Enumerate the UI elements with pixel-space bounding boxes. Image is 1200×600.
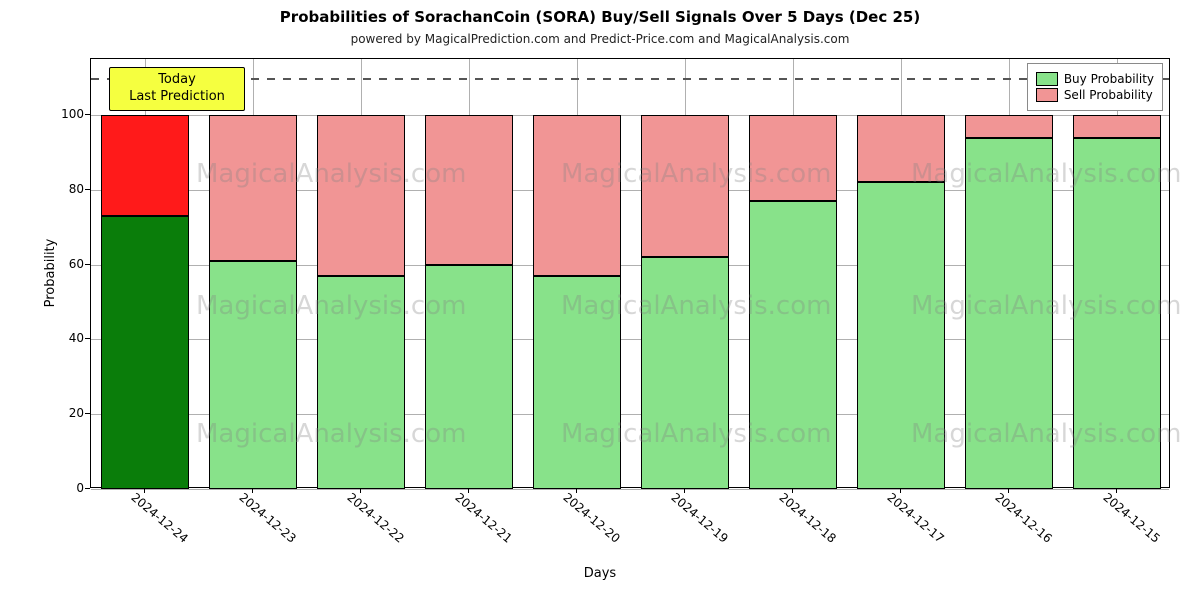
sell-bar: [209, 115, 298, 261]
bar-group: [101, 59, 190, 487]
buy-bar: [209, 261, 298, 489]
chart-subtitle: powered by MagicalPrediction.com and Pre…: [0, 32, 1200, 46]
bar-group: [533, 59, 622, 487]
x-tick-label: 2024-12-24: [128, 490, 190, 546]
bar-group: [1073, 59, 1162, 487]
x-tick-label: 2024-12-23: [236, 490, 298, 546]
buy-bar: [749, 201, 838, 489]
y-tick-mark: [85, 488, 90, 489]
buy-bar: [317, 276, 406, 489]
y-axis-label: Probability: [43, 239, 58, 308]
sell-bar: [749, 115, 838, 201]
bar-group: [857, 59, 946, 487]
x-tick-mark: [468, 488, 469, 493]
bar-group: [749, 59, 838, 487]
x-tick-mark: [252, 488, 253, 493]
chart-title: Probabilities of SorachanCoin (SORA) Buy…: [0, 8, 1200, 26]
y-tick-mark: [85, 114, 90, 115]
x-tick-mark: [1116, 488, 1117, 493]
buy-bar: [641, 257, 730, 489]
bar-group: [641, 59, 730, 487]
buy-bar: [965, 138, 1054, 489]
bar-group: [425, 59, 514, 487]
x-tick-label: 2024-12-15: [1100, 490, 1162, 546]
y-tick-label: 60: [44, 257, 84, 271]
legend-swatch: [1036, 88, 1058, 102]
bar-group: [965, 59, 1054, 487]
sell-bar: [641, 115, 730, 257]
buy-bar: [533, 276, 622, 489]
buy-bar: [857, 182, 946, 489]
today-callout: Today Last Prediction: [109, 67, 245, 111]
legend-label: Sell Probability: [1064, 88, 1153, 102]
sell-bar: [317, 115, 406, 276]
x-tick-mark: [576, 488, 577, 493]
legend: Buy Probability Sell Probability: [1027, 63, 1163, 111]
sell-bar: [425, 115, 514, 265]
buy-bar: [425, 265, 514, 489]
x-axis-label: Days: [0, 566, 1200, 581]
x-tick-label: 2024-12-16: [992, 490, 1054, 546]
today-callout-line1: Today: [118, 72, 236, 89]
y-tick-mark: [85, 189, 90, 190]
chart-container: Probabilities of SorachanCoin (SORA) Buy…: [0, 0, 1200, 600]
y-tick-label: 100: [44, 107, 84, 121]
y-tick-label: 80: [44, 182, 84, 196]
x-tick-label: 2024-12-21: [452, 490, 514, 546]
x-tick-label: 2024-12-19: [668, 490, 730, 546]
y-tick-mark: [85, 338, 90, 339]
x-tick-mark: [1008, 488, 1009, 493]
legend-item: Sell Probability: [1036, 88, 1154, 102]
x-tick-mark: [900, 488, 901, 493]
x-tick-label: 2024-12-20: [560, 490, 622, 546]
sell-bar: [1073, 115, 1162, 137]
y-tick-label: 20: [44, 406, 84, 420]
sell-bar: [533, 115, 622, 276]
legend-item: Buy Probability: [1036, 72, 1154, 86]
x-tick-label: 2024-12-22: [344, 490, 406, 546]
y-tick-mark: [85, 264, 90, 265]
bar-group: [209, 59, 298, 487]
sell-bar: [857, 115, 946, 182]
buy-bar: [1073, 138, 1162, 489]
today-callout-line2: Last Prediction: [118, 89, 236, 106]
sell-bar: [101, 115, 190, 216]
x-tick-mark: [792, 488, 793, 493]
legend-label: Buy Probability: [1064, 72, 1154, 86]
x-tick-mark: [360, 488, 361, 493]
legend-swatch: [1036, 72, 1058, 86]
buy-bar: [101, 216, 190, 489]
x-tick-label: 2024-12-17: [884, 490, 946, 546]
sell-bar: [965, 115, 1054, 137]
x-tick-label: 2024-12-18: [776, 490, 838, 546]
plot-area: Buy Probability Sell Probability Today La…: [90, 58, 1170, 488]
y-tick-mark: [85, 413, 90, 414]
bar-group: [317, 59, 406, 487]
y-tick-label: 0: [44, 481, 84, 495]
x-tick-mark: [144, 488, 145, 493]
y-tick-label: 40: [44, 331, 84, 345]
x-tick-mark: [684, 488, 685, 493]
